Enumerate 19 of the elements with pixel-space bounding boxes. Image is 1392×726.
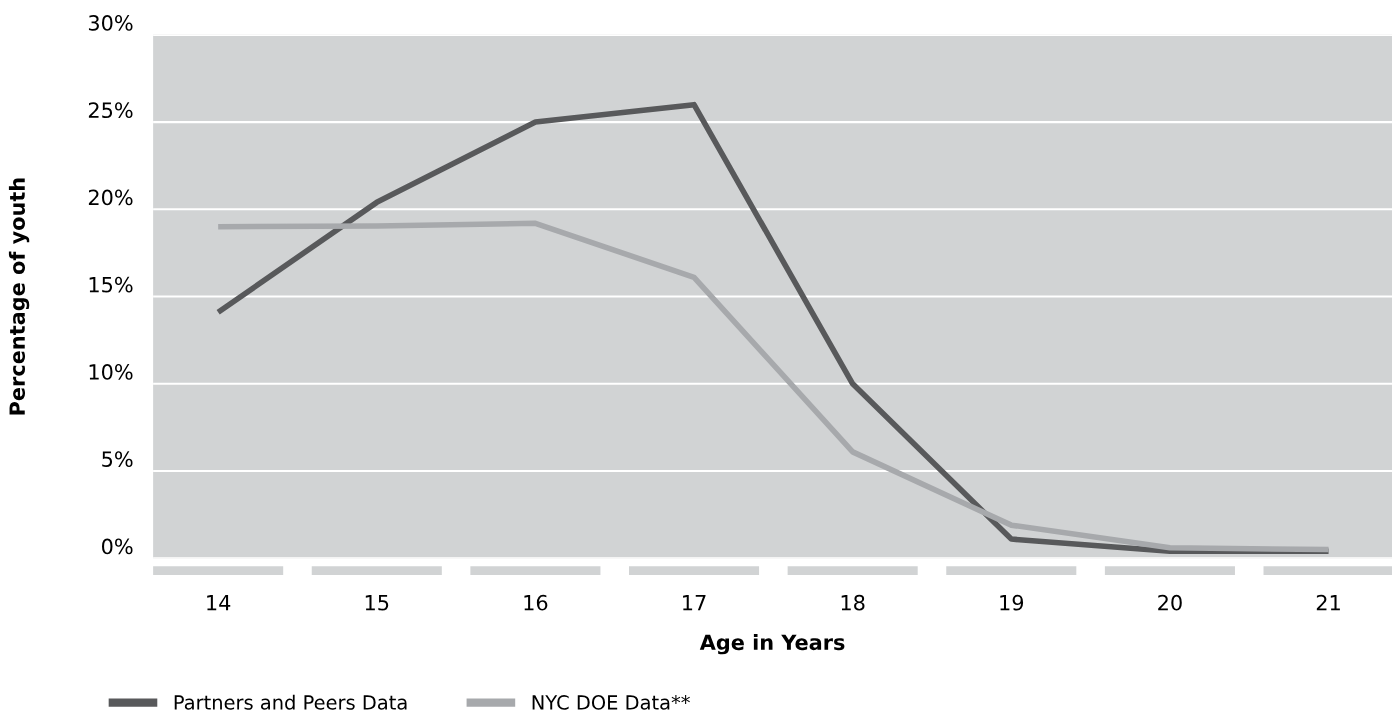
y-axis-title: Percentage of youth	[8, 178, 30, 415]
legend-label: NYC DOE Data**	[532, 695, 690, 710]
x-tick-label: 20	[1158, 594, 1182, 611]
x-tick-label: 16	[524, 594, 548, 611]
x-tick-label: 14	[207, 595, 231, 611]
x-tick-label: 17	[683, 595, 706, 611]
legend-label: Partners and Peers Data	[174, 694, 407, 710]
y-tick-label: 25%	[88, 102, 133, 119]
x-tick-label: 18	[841, 594, 865, 611]
x-tick-label: 15	[365, 595, 389, 611]
x-tick-label: 21	[1316, 594, 1340, 611]
y-tick-label: 20%	[88, 189, 133, 206]
y-tick-label: 5%	[102, 451, 133, 468]
y-tick-label: 0%	[102, 538, 133, 555]
y-tick-label: 15%	[89, 276, 133, 293]
x-tick-label: 19	[1000, 594, 1024, 611]
x-axis-title: Age in Years	[699, 634, 845, 655]
y-tick-label: 10%	[89, 364, 133, 380]
y-tick-label: 30%	[88, 15, 133, 31]
